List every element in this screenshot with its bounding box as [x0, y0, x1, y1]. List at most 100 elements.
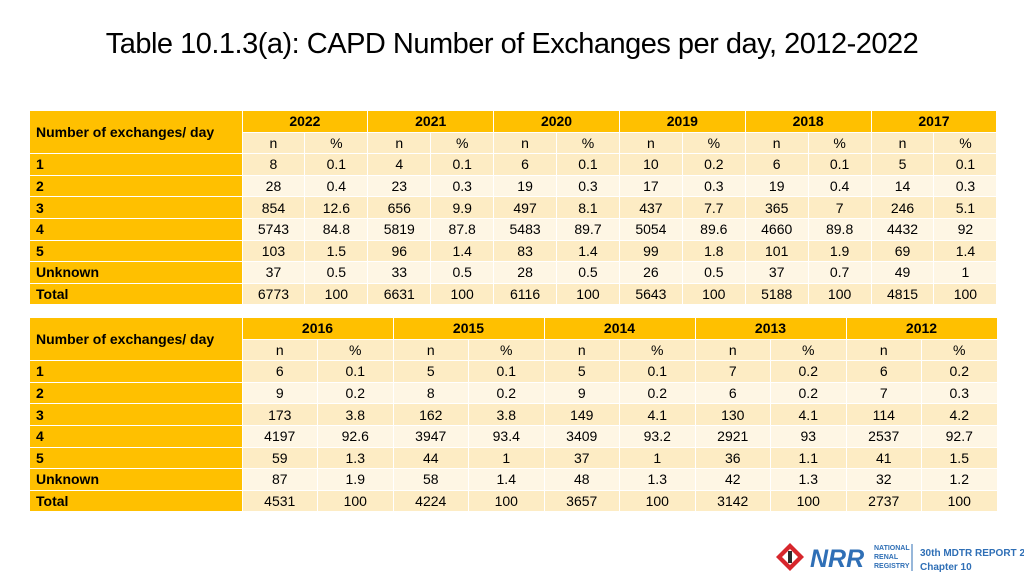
year-header: 2016 [242, 318, 394, 340]
year-header: 2020 [493, 111, 620, 133]
table-cell: 28 [493, 261, 558, 284]
table-cell: 1.5 [304, 240, 369, 263]
table-row: 1 6 0.1 5 0.1 5 0.1 7 0.2 6 0.2 [30, 360, 998, 383]
table-cell: 58 [393, 468, 469, 491]
table-cell: 2537 [846, 425, 922, 448]
table-cell: 36 [695, 447, 771, 470]
table-row: 3 173 3.8 162 3.8 149 4.1 130 4.1 114 4.2 [30, 403, 998, 426]
table-cell: 0.2 [682, 153, 746, 176]
table-cell: 0.1 [304, 153, 369, 176]
table-cell: 4.1 [770, 403, 847, 426]
table-cell: 3947 [393, 425, 469, 448]
footer-logo-graphic: NRR NATIONAL RENAL REGISTRY 30th MDTR RE… [776, 543, 1024, 573]
table-row: Unknown 37 0.5 33 0.5 28 0.5 26 0.5 37 0.7 49 1 [30, 261, 998, 284]
table-cell: 6 [242, 360, 318, 383]
table-cell: 0.5 [430, 261, 495, 284]
sub-header-percent: % [933, 132, 998, 155]
label-column-header: Number of exchanges/ day [30, 111, 243, 155]
table-cell: 5 [393, 360, 469, 383]
table-cell: 37 [544, 447, 620, 470]
table-cell: 5188 [745, 283, 809, 306]
table-cell: 5.1 [933, 196, 998, 219]
table-cell: 4224 [393, 490, 469, 513]
table-cell: 101 [745, 240, 809, 263]
table-cell: 1.5 [921, 447, 998, 470]
table-cell: 100 [770, 490, 847, 513]
table-cell: 5054 [619, 218, 683, 241]
table-cell: 9 [242, 382, 318, 405]
table-cell: 173 [242, 403, 318, 426]
table-cell: 100 [921, 490, 998, 513]
table-cell: 89.6 [682, 218, 746, 241]
sub-header-n: n [493, 132, 558, 155]
table-cell: 7 [808, 196, 872, 219]
table-cell: 0.1 [556, 153, 620, 176]
table-cell: 1 [468, 447, 545, 470]
table-cell: 33 [367, 261, 432, 284]
table-row: Unknown 87 1.9 58 1.4 48 1.3 42 1.3 32 1.2 [30, 468, 998, 491]
table-cell: 87.8 [430, 218, 495, 241]
sub-header-percent: % [808, 132, 872, 155]
table-cell: 83 [493, 240, 558, 263]
table-cell: 44 [393, 447, 469, 470]
table-cell: 1.2 [921, 468, 998, 491]
table-cell: 49 [871, 261, 935, 284]
table-cell: 6 [695, 382, 771, 405]
table-cell: 3409 [544, 425, 620, 448]
table-cell: 6 [846, 360, 922, 383]
table-cell: 0.2 [770, 382, 847, 405]
table-cell: 48 [544, 468, 620, 491]
table-cell: 0.3 [682, 175, 746, 198]
table-cell: 100 [619, 490, 696, 513]
table-cell: 1.1 [770, 447, 847, 470]
table-cell: 100 [468, 490, 545, 513]
table-cell: 5 [871, 153, 935, 176]
table-cell: 162 [393, 403, 469, 426]
table-cell: 41 [846, 447, 922, 470]
year-header: 2022 [242, 111, 369, 133]
svg-text:RENAL: RENAL [874, 554, 899, 561]
table-row: Total 6773 100 6631 100 6116 100 5643 100 5188 100… [30, 283, 998, 306]
table-cell: 103 [242, 240, 306, 263]
table-cell: 89.7 [556, 218, 620, 241]
table-cell: 84.8 [304, 218, 369, 241]
table-cell: 1.4 [468, 468, 545, 491]
footer-logo-text: NRR [810, 545, 864, 573]
table-cell: 92 [933, 218, 998, 241]
table-cell: 26 [619, 261, 683, 284]
row-label: 3 [30, 196, 243, 219]
sub-header-n: n [544, 339, 620, 362]
table-cell: 1.9 [808, 240, 872, 263]
row-label: 5 [30, 447, 243, 470]
table-cell: 1.4 [430, 240, 495, 263]
row-label: Total [30, 490, 243, 513]
table-cell: 8 [393, 382, 469, 405]
table-cell: 497 [493, 196, 558, 219]
table-cell: 8 [242, 153, 306, 176]
table-cell: 3142 [695, 490, 771, 513]
table-cell: 93.4 [468, 425, 545, 448]
table-cell: 0.3 [430, 175, 495, 198]
sub-header-percent: % [921, 339, 998, 362]
table-cell: 4815 [871, 283, 935, 306]
table-cell: 17 [619, 175, 683, 198]
table-cell: 5643 [619, 283, 683, 306]
table-cell: 4 [367, 153, 432, 176]
sub-header-n: n [619, 132, 683, 155]
table-cell: 6116 [493, 283, 558, 306]
footer-chapter: Chapter 10 [920, 562, 972, 573]
table-cell: 8.1 [556, 196, 620, 219]
table-cell: 32 [846, 468, 922, 491]
table-cell: 1.3 [770, 468, 847, 491]
table-row: 5 103 1.5 96 1.4 83 1.4 99 1.8 101 1.9 69 1.4 [30, 240, 998, 263]
table-cell: 0.2 [317, 382, 394, 405]
table-cell: 1.4 [933, 240, 998, 263]
year-header: 2012 [846, 318, 998, 340]
table-cell: 5 [544, 360, 620, 383]
year-header: 2021 [367, 111, 495, 133]
year-header: 2013 [695, 318, 847, 340]
row-label: 5 [30, 240, 243, 263]
table-cell: 4.2 [921, 403, 998, 426]
table-cell: 0.1 [808, 153, 872, 176]
table-cell: 19 [745, 175, 809, 198]
